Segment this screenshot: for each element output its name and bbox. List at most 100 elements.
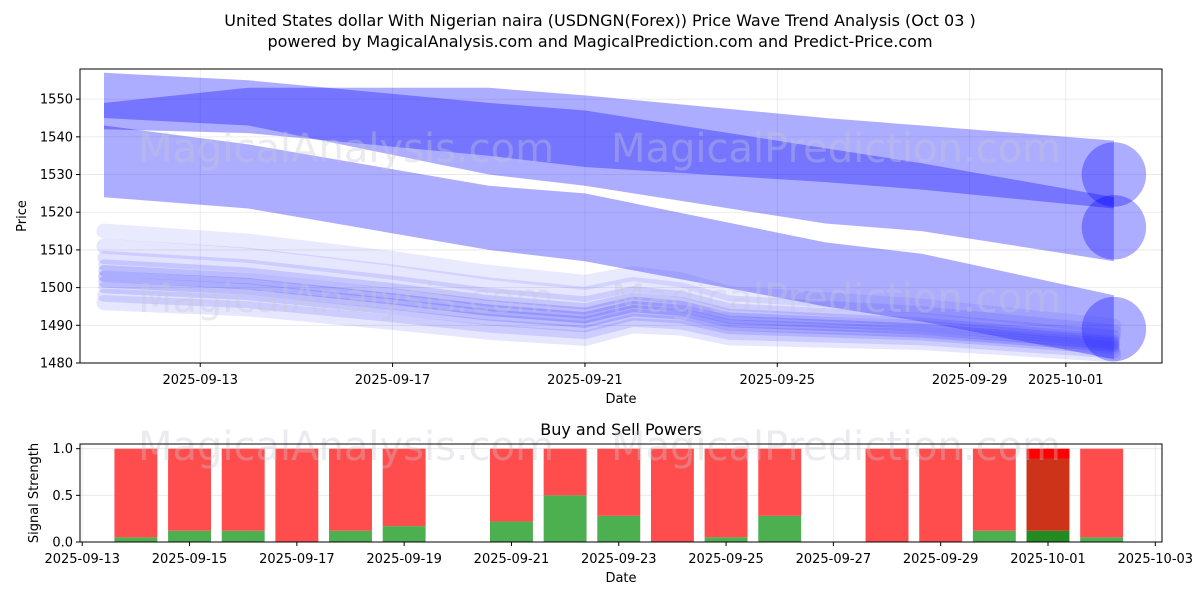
signal-y-axis: 0.0 0.5 1.0: [52, 442, 80, 551]
signal-plot-frame: [79, 443, 1163, 543]
price-chart: MagicalAnalysis.com MagicalPrediction.co…: [15, 68, 1163, 407]
price-trace: [97, 288, 1121, 359]
signal-x-tick-label: 2025-09-29: [903, 552, 979, 567]
wave-band-2: [104, 87, 1114, 262]
signal-x-tick-label: 2025-09-23: [581, 552, 657, 567]
wave-band-end-cap: [1081, 142, 1147, 207]
signal-x-tick-label: 2025-09-19: [366, 552, 442, 567]
price-x-tick-label: 2025-10-01: [1028, 373, 1104, 388]
wave-band-3: [104, 125, 1114, 360]
price-y-label: Price: [15, 200, 30, 232]
wave-band-end-cap: [1081, 195, 1147, 260]
price-y-axis: 1480 1490 1500 1510 1520 1530 1540 1550: [40, 93, 80, 372]
buy-bar: [704, 537, 748, 542]
price-y-tick-label: 1520: [40, 206, 73, 221]
buy-bar: [597, 515, 641, 542]
price-grid: [80, 69, 1162, 364]
buy-sell-title: Buy and Sell Powers: [540, 420, 702, 439]
price-trace: [98, 281, 1120, 355]
price-y-tick-label: 1540: [40, 130, 73, 145]
price-trace: [96, 295, 1122, 363]
price-x-tick-label: 2025-09-13: [162, 373, 238, 388]
price-trace: [98, 259, 1120, 346]
price-x-label: Date: [605, 392, 636, 407]
sell-bar: [650, 448, 694, 542]
price-wave-bands: [104, 72, 1147, 362]
watermark-right: MagicalPrediction.com: [611, 424, 1061, 470]
signal-x-tick-label: 2025-10-03: [1118, 552, 1194, 567]
sell-bar: [221, 448, 265, 531]
buy-sell-chart: Buy and Sell Powers MagicalAnalysis.com …: [27, 420, 1193, 586]
wave-band-1: [104, 72, 1114, 209]
buy-bar: [972, 530, 1016, 542]
signal-x-tick-label: 2025-09-25: [688, 552, 764, 567]
signal-y-tick-label: 0.5: [52, 489, 73, 504]
signal-y-tick-label: 0.0: [52, 536, 73, 551]
watermark-left: MagicalAnalysis.com: [138, 424, 554, 470]
price-y-tick-label: 1490: [40, 319, 73, 334]
price-y-tick-label: 1550: [40, 93, 73, 108]
price-x-tick-label: 2025-09-25: [740, 373, 816, 388]
price-x-tick-label: 2025-09-17: [355, 373, 431, 388]
price-trace: [98, 265, 1120, 348]
price-trace: [97, 250, 1121, 344]
buy-bar: [1080, 537, 1124, 542]
sell-bar: [543, 448, 587, 496]
price-trace: [96, 238, 1122, 340]
sell-bar: [275, 448, 319, 542]
sell-bar: [168, 448, 212, 531]
price-y-tick-label: 1500: [40, 281, 73, 296]
price-plot-frame: [79, 68, 1163, 364]
price-y-tick-label: 1510: [40, 243, 73, 258]
watermark-right: MagicalPrediction.com: [611, 276, 1061, 322]
buy-bar: [329, 530, 372, 542]
wave-band-end-cap: [1081, 296, 1147, 362]
chart-title: United States dollar With Nigerian naira…: [224, 11, 975, 30]
sell-bar: [972, 448, 1016, 531]
chart-subtitle: powered by MagicalAnalysis.com and Magic…: [267, 32, 932, 51]
watermark-right: MagicalPrediction.com: [611, 126, 1061, 172]
sell-bar: [919, 448, 963, 542]
price-trace-cluster: [96, 223, 1122, 363]
buy-bar: [221, 530, 265, 542]
signal-watermarks: MagicalAnalysis.com MagicalPrediction.co…: [138, 424, 1061, 470]
sell-bar: [1026, 458, 1070, 531]
signal-x-label: Date: [605, 571, 636, 586]
signal-x-axis: 2025-09-13 2025-09-15 2025-09-17 2025-09-19…: [44, 542, 1193, 567]
price-trace: [98, 276, 1120, 353]
sell-bar-top: [1026, 448, 1070, 459]
signal-x-tick-label: 2025-09-27: [796, 552, 872, 567]
sell-bar: [597, 448, 641, 516]
signal-bars: [114, 448, 1124, 542]
watermark-left: MagicalAnalysis.com: [138, 276, 554, 322]
buy-bar: [382, 526, 426, 542]
sell-bar: [865, 448, 909, 542]
price-trace: [98, 270, 1120, 350]
sell-bar: [758, 448, 802, 516]
sell-bar: [704, 448, 748, 538]
buy-bar: [114, 537, 158, 542]
price-watermarks: MagicalAnalysis.com MagicalPrediction.co…: [138, 126, 1061, 322]
buy-bar: [543, 495, 587, 542]
signal-x-tick-label: 2025-09-15: [152, 552, 228, 567]
signal-x-tick-label: 2025-09-21: [474, 552, 550, 567]
watermark-left: MagicalAnalysis.com: [138, 126, 554, 172]
sell-bar: [382, 448, 426, 527]
sell-bar: [329, 448, 372, 531]
buy-bar: [1026, 530, 1070, 542]
sell-bar: [1080, 448, 1124, 538]
buy-bar: [758, 515, 802, 542]
price-trace: [96, 223, 1122, 334]
signal-y-label: Signal Strength: [27, 443, 42, 543]
buy-bar: [489, 521, 533, 542]
price-y-tick-label: 1530: [40, 168, 73, 183]
signal-x-tick-label: 2025-10-01: [1010, 552, 1086, 567]
sell-bar: [489, 448, 533, 522]
sell-bar: [114, 448, 158, 538]
price-x-tick-label: 2025-09-29: [932, 373, 1008, 388]
price-x-tick-label: 2025-09-21: [547, 373, 623, 388]
signal-y-tick-label: 1.0: [52, 442, 73, 457]
buy-bar: [168, 530, 212, 542]
signal-x-tick-label: 2025-09-17: [259, 552, 335, 567]
